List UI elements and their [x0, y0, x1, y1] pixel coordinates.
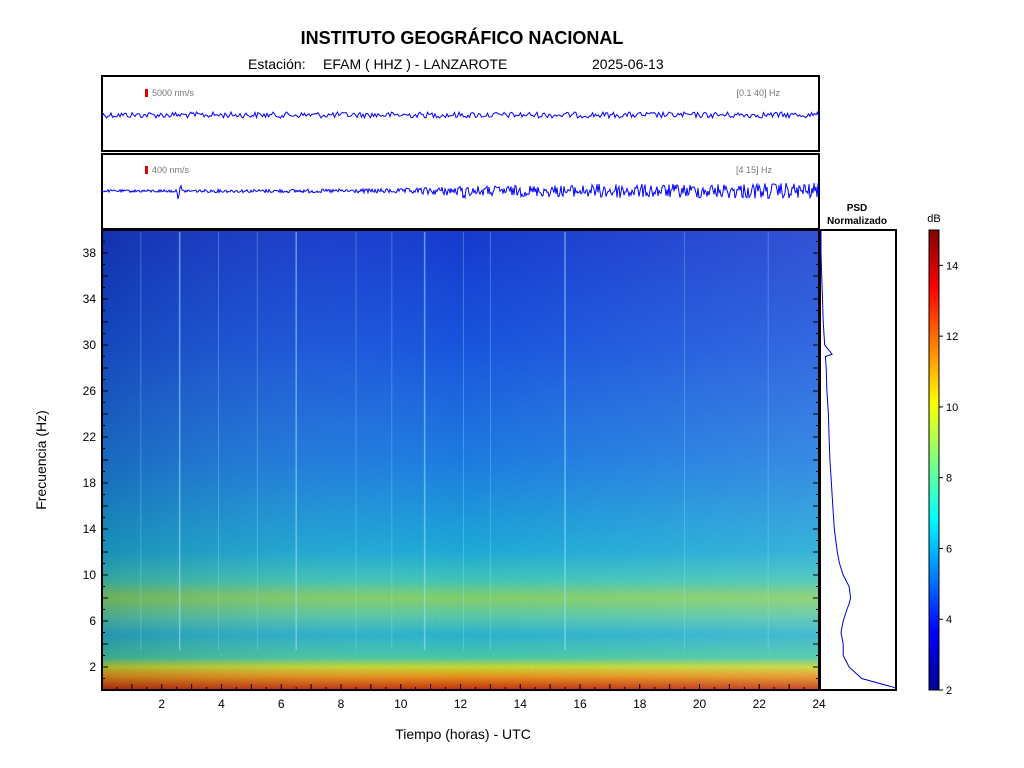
scale-label: 5000 nm/s: [152, 88, 195, 98]
x-tick-label: 4: [218, 697, 225, 711]
station-prefix: Estación:: [248, 56, 306, 72]
y-tick-label: 18: [83, 476, 97, 490]
seismogram-trace-broadband: [101, 110, 820, 120]
y-tick-label: 10: [83, 568, 97, 582]
colorbar-tick-label: 8: [946, 473, 952, 485]
scale-label: 400 nm/s: [152, 165, 190, 175]
colorbar-tick-label: 12: [946, 331, 958, 343]
x-tick-label: 16: [573, 697, 587, 711]
x-tick-label: 2: [158, 697, 165, 711]
y-tick-label: 38: [83, 246, 97, 260]
x-tick-label: 22: [753, 697, 767, 711]
colorbar-tick-label: 14: [946, 260, 958, 272]
colorbar-tick-label: 10: [946, 402, 958, 414]
scale-marker: [145, 166, 148, 174]
x-tick-label: 24: [812, 697, 826, 711]
x-tick-label: 6: [278, 697, 285, 711]
x-tick-label: 18: [633, 697, 647, 711]
y-tick-label: 22: [83, 430, 97, 444]
y-tick-label: 30: [83, 338, 97, 352]
y-tick-label: 6: [89, 614, 96, 628]
y-tick-label: 26: [83, 384, 97, 398]
x-tick-label: 10: [394, 697, 408, 711]
y-tick-label: 34: [83, 292, 97, 306]
seismogram-panel-filtered: 400 nm/s [4 15] Hz: [101, 153, 820, 230]
band-label: [0.1 40] Hz: [736, 88, 780, 98]
x-axis-label: Tiempo (horas) - UTC: [395, 726, 531, 742]
x-tick-label: 20: [693, 697, 707, 711]
x-tick-label: 12: [454, 697, 468, 711]
psd-title-line1: PSD: [847, 203, 868, 214]
y-tick-label: 14: [83, 522, 97, 536]
band-label: [4 15] Hz: [736, 165, 773, 175]
psd-panel: PSD Normalizado: [819, 203, 897, 691]
colorbar-tick-label: 6: [946, 543, 952, 555]
station-name: EFAM ( HHZ ) - LANZAROTE: [323, 56, 507, 72]
psd-title-line2: Normalizado: [827, 216, 887, 227]
scale-marker: [145, 89, 148, 97]
seismogram-panel-broadband: 5000 nm/s [0.1 40] Hz: [101, 75, 820, 152]
seismogram-trace-filtered: [101, 182, 820, 200]
y-tick-label: 2: [89, 660, 96, 674]
colorbar: dB 2 4 6 8 10 12 14: [927, 213, 958, 697]
colorbar-label: dB: [927, 213, 940, 225]
figure-title: INSTITUTO GEOGRÁFICO NACIONAL: [301, 27, 624, 48]
date-label: 2025-06-13: [592, 56, 664, 72]
colorbar-tick-label: 4: [946, 614, 952, 626]
colorbar-tick-label: 2: [946, 685, 952, 697]
psd-line: [820, 230, 896, 689]
y-axis-label: Frecuencia (Hz): [33, 410, 49, 510]
x-tick-label: 8: [338, 697, 345, 711]
x-tick-label: 14: [514, 697, 528, 711]
spectrogram-panel: 2 4 6 8 10 12 14 16 18 20 22 24 261014182226303438 …: [33, 229, 826, 742]
colorbar-gradient: [928, 229, 940, 691]
